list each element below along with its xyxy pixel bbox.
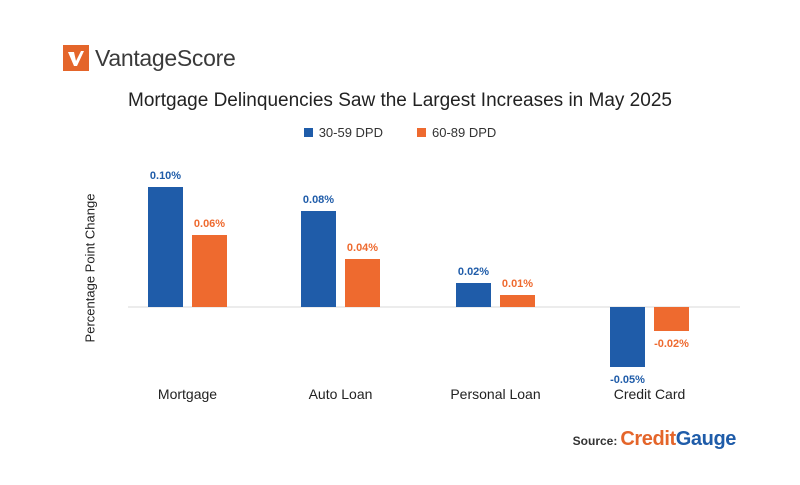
bar-personal-loan-30-59-dpd [456,283,491,307]
data-label-mortgage-60-89-dpd: 0.06% [194,218,225,230]
bar-credit-card-30-59-dpd [610,307,645,367]
logo-text: VantageScore [95,44,236,71]
brand-part-gauge: Gauge [675,428,737,450]
legend-label-30-59: 30-59 DPD [318,125,383,140]
data-label-auto-loan-60-89-dpd: 0.04% [347,242,378,254]
data-label-personal-loan-30-59-dpd: 0.02% [458,266,489,278]
chart-title: Mortgage Delinquencies Saw the Largest I… [128,90,672,111]
x-tick-label-auto-loan: Auto Loan [309,386,373,402]
data-label-credit-card-30-59-dpd: -0.05% [610,374,645,386]
legend-label-60-89: 60-89 DPD [432,125,497,140]
bar-auto-loan-60-89-dpd [345,259,380,307]
bar-mortgage-60-89-dpd [192,235,227,307]
legend-item-30-59: 30-59 DPD [303,125,383,140]
x-tick-label-credit-card: Credit Card [614,386,686,402]
source-credit: Source: CreditGauge [572,428,737,451]
source-label: Source: [572,434,618,448]
x-tick-label-personal-loan: Personal Loan [450,386,540,402]
creditgauge-logo: CreditGauge [620,428,736,451]
data-label-personal-loan-60-89-dpd: 0.01% [502,278,533,290]
brand-part-credit: Credit [620,428,676,450]
vantagescore-logo-mark-icon [63,45,89,71]
bar-auto-loan-30-59-dpd [301,211,336,307]
x-tick-label-mortgage: Mortgage [158,386,217,402]
legend-item-60-89: 60-89 DPD [417,125,496,140]
data-label-mortgage-30-59-dpd: 0.10% [150,170,181,182]
legend-swatch-60-89 [417,128,426,137]
chart-legend: 30-59 DPD 60-89 DPD [0,125,800,140]
bar-mortgage-30-59-dpd [148,187,183,307]
brand-logo: VantageScore [63,42,236,74]
data-label-credit-card-60-89-dpd: -0.02% [654,338,689,350]
legend-swatch-30-59 [303,128,313,137]
data-label-auto-loan-30-59-dpd: 0.08% [303,194,334,206]
bar-credit-card-60-89-dpd [654,307,689,331]
bar-personal-loan-60-89-dpd [500,295,535,307]
